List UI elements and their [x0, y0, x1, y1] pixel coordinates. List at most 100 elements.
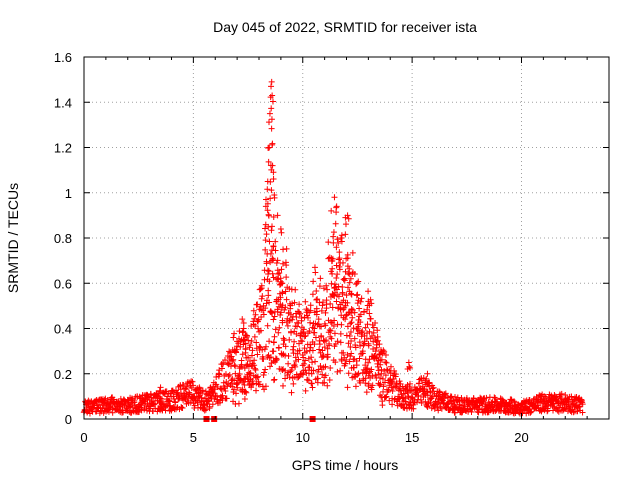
data-point — [199, 390, 206, 397]
data-point — [491, 394, 498, 401]
data-point — [231, 377, 238, 384]
peak-point — [267, 195, 274, 202]
data-point — [370, 324, 377, 331]
peak-point — [268, 125, 275, 132]
peak-point — [271, 194, 278, 201]
data-point — [251, 315, 258, 322]
data-point — [366, 369, 373, 376]
data-point — [312, 334, 319, 341]
data-point — [446, 406, 453, 413]
data-point — [267, 354, 274, 361]
data-point — [343, 356, 350, 363]
data-point — [261, 369, 268, 376]
data-point — [262, 305, 269, 312]
data-point — [338, 357, 345, 364]
peak-point — [338, 238, 345, 245]
data-point — [322, 322, 329, 329]
data-point — [309, 359, 316, 366]
data-point — [382, 351, 389, 358]
data-point — [254, 373, 261, 380]
data-point — [558, 390, 565, 397]
data-point — [369, 373, 376, 380]
data-point — [309, 291, 316, 298]
peak-point — [274, 276, 281, 283]
data-point — [337, 330, 344, 337]
data-point — [351, 335, 358, 342]
data-point — [340, 349, 347, 356]
peak-point — [354, 330, 361, 337]
data-point — [263, 231, 270, 238]
data-point — [254, 351, 261, 358]
data-point — [415, 392, 422, 399]
data-point — [357, 311, 364, 318]
data-point — [319, 380, 326, 387]
data-point — [245, 337, 252, 344]
data-point — [267, 363, 273, 370]
data-point — [216, 367, 223, 374]
data-point — [272, 247, 279, 254]
data-point — [321, 379, 328, 386]
peak-point — [241, 365, 248, 372]
peak-point — [333, 275, 340, 282]
data-point — [316, 299, 323, 306]
data-point — [281, 306, 288, 313]
data-point — [326, 340, 333, 347]
peak-point — [270, 213, 277, 220]
peak-point — [268, 227, 275, 234]
data-point — [248, 352, 255, 359]
data-point — [281, 336, 288, 343]
data-point — [267, 250, 274, 257]
data-point — [512, 410, 519, 417]
peak-point — [269, 92, 276, 99]
peak-point — [264, 200, 271, 207]
peak-point — [242, 346, 249, 353]
peak-point — [268, 223, 275, 230]
data-point — [172, 399, 179, 406]
peak-point — [280, 246, 287, 253]
peak-point — [267, 178, 274, 185]
data-point — [334, 368, 341, 375]
data-point — [324, 351, 331, 358]
data-point — [460, 401, 467, 408]
peak-point — [406, 363, 413, 370]
data-point — [202, 406, 209, 413]
data-point — [319, 299, 326, 306]
data-point — [270, 339, 277, 346]
data-point — [298, 317, 305, 324]
data-point — [310, 278, 317, 285]
data-point — [268, 187, 275, 194]
data-point — [329, 265, 336, 272]
data-point — [251, 357, 258, 364]
data-point — [344, 384, 351, 391]
data-point — [313, 288, 320, 295]
data-point — [271, 333, 278, 340]
data-point — [311, 264, 318, 271]
data-point — [324, 345, 331, 352]
data-points-layer — [80, 78, 586, 422]
data-point — [292, 363, 299, 370]
data-point — [483, 394, 490, 401]
peak-point — [346, 279, 353, 286]
data-point — [438, 405, 445, 412]
data-point — [190, 382, 197, 389]
data-point — [329, 270, 336, 277]
peak-point — [264, 186, 271, 193]
data-point — [317, 362, 324, 369]
data-point — [332, 359, 339, 366]
data-point — [468, 408, 475, 415]
data-point — [295, 374, 302, 381]
data-point — [375, 371, 382, 378]
peak-point — [342, 231, 349, 238]
data-point — [377, 361, 384, 368]
data-point — [242, 388, 249, 395]
data-point — [435, 407, 442, 414]
data-point — [335, 293, 342, 300]
data-point — [376, 341, 383, 348]
data-point — [201, 407, 208, 414]
data-point — [240, 319, 247, 326]
data-point — [289, 346, 296, 353]
data-point — [348, 319, 355, 326]
x-tick-label: 5 — [190, 430, 197, 445]
peak-point — [364, 306, 371, 313]
peak-point — [265, 119, 272, 126]
